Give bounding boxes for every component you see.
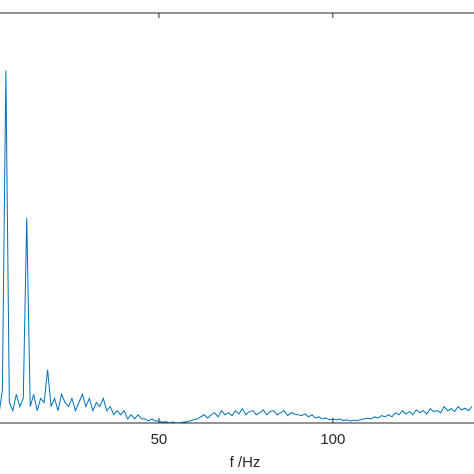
data-line bbox=[0, 70, 473, 424]
x-axis-label: f /Hz bbox=[230, 454, 261, 471]
x-tick-label: 50 bbox=[151, 431, 168, 448]
x-tick-label: 100 bbox=[320, 431, 345, 448]
